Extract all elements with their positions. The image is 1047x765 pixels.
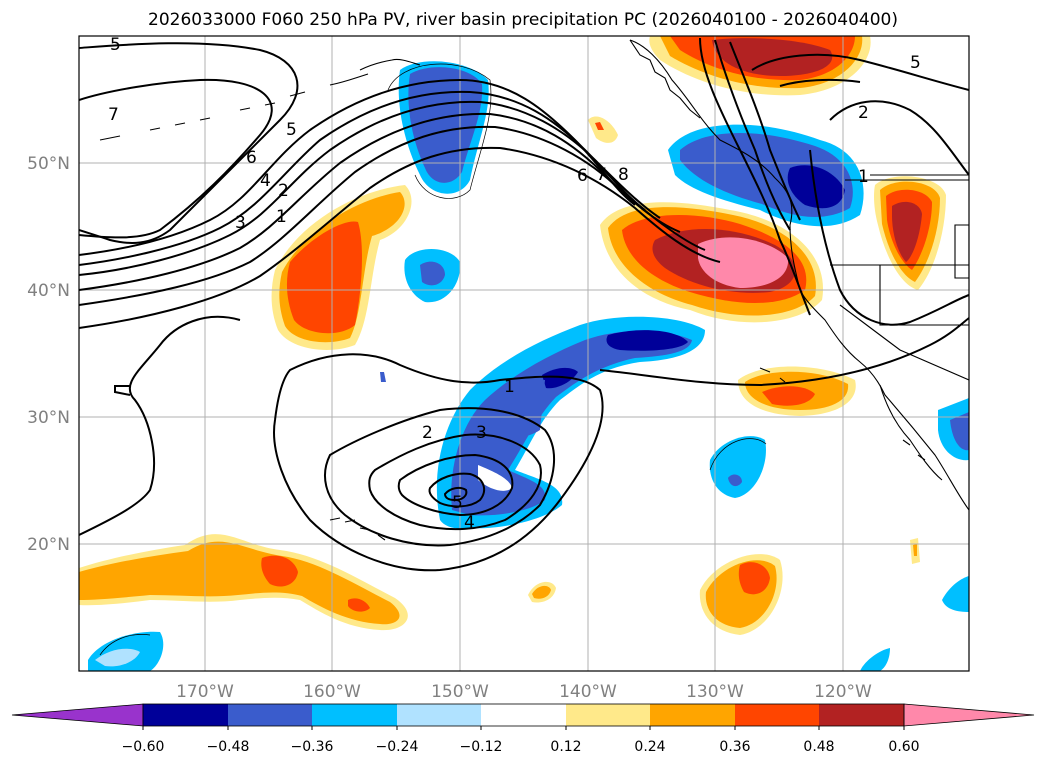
contour-label: 5 — [910, 53, 921, 73]
colorbar-tick-label: 0.36 — [719, 739, 750, 755]
colorbar-tick-label: 0.48 — [803, 739, 834, 755]
colorbar-tick-labels: −0.60 −0.48 −0.36 −0.24 −0.12 0.12 0.24 … — [122, 739, 920, 755]
contour-label: 6 — [246, 148, 257, 168]
contour-label: 2 — [422, 423, 433, 443]
colorbar-swatch — [143, 704, 228, 726]
latitude-labels: 50°N 40°N 30°N 20°N — [27, 154, 70, 555]
contour-label: 3 — [476, 423, 487, 443]
colorbar-tick-label: −0.48 — [207, 739, 250, 755]
colorbar-swatch — [481, 704, 566, 726]
contour-label: 5 — [110, 35, 121, 55]
lon-label: 150°W — [431, 682, 489, 702]
colorbar-tick-label: 0.24 — [634, 739, 665, 755]
colorbar-extend-max — [903, 703, 1035, 727]
colorbar-swatch — [312, 704, 397, 726]
contour-labels: 5 7 6 5 4 3 2 1 6 7 8 5 2 1 2 3 5 4 1 — [108, 35, 921, 533]
colorbar-swatch — [735, 704, 819, 726]
colorbar-tick-label: −0.60 — [122, 739, 165, 755]
contour-label: 1 — [504, 377, 515, 397]
colorbar-swatch — [566, 704, 650, 726]
lat-label: 20°N — [27, 535, 70, 555]
shading-outlines — [99, 63, 767, 656]
colorbar-tick-label: −0.24 — [376, 739, 419, 755]
map-panel: 5 7 6 5 4 3 2 1 6 7 8 5 2 1 2 3 5 4 1 — [79, 35, 969, 671]
lon-label: 120°W — [814, 682, 872, 702]
colorbar-ticks — [142, 726, 905, 730]
lat-label: 40°N — [27, 281, 70, 301]
contour-label: 6 — [577, 166, 588, 186]
contour-label: 2 — [278, 181, 289, 201]
contour-label: 4 — [260, 171, 271, 191]
contour-label: 5 — [286, 120, 297, 140]
contour-label: 2 — [858, 103, 869, 123]
contour-label: 4 — [464, 513, 475, 533]
contour-label: 3 — [235, 213, 246, 233]
contour-label: 1 — [858, 167, 869, 187]
contour-label: 8 — [618, 165, 629, 185]
pv-contours — [79, 37, 969, 572]
contour-label: 7 — [108, 105, 119, 125]
colorbar-tick-label: −0.36 — [291, 739, 334, 755]
graticule — [79, 36, 969, 671]
colorbar-swatch — [819, 704, 904, 726]
colorbar-extend-min — [11, 703, 144, 727]
colorbar-swatch — [228, 704, 312, 726]
lat-label: 50°N — [27, 154, 70, 174]
colorbar-swatch — [397, 704, 481, 726]
colorbar-tick-label: 0.60 — [888, 739, 919, 755]
colorbar-tick-label: −0.12 — [460, 739, 503, 755]
colorbar: −0.60 −0.48 −0.36 −0.24 −0.12 0.12 0.24 … — [11, 703, 1035, 755]
contour-label: 7 — [596, 165, 607, 185]
lon-label: 140°W — [559, 682, 617, 702]
chart-title: 2026033000 F060 250 hPa PV, river basin … — [148, 10, 898, 30]
lon-label: 170°W — [176, 682, 234, 702]
colorbar-swatch — [650, 704, 735, 726]
contour-label: 5 — [452, 493, 463, 513]
lat-label: 30°N — [27, 408, 70, 428]
contour-label: 1 — [276, 207, 287, 227]
lon-label: 130°W — [686, 682, 744, 702]
lon-label: 160°W — [303, 682, 361, 702]
map-frame — [78, 35, 970, 672]
longitude-labels: 170°W 160°W 150°W 140°W 130°W 120°W — [176, 682, 872, 702]
colorbar-tick-label: 0.12 — [550, 739, 581, 755]
